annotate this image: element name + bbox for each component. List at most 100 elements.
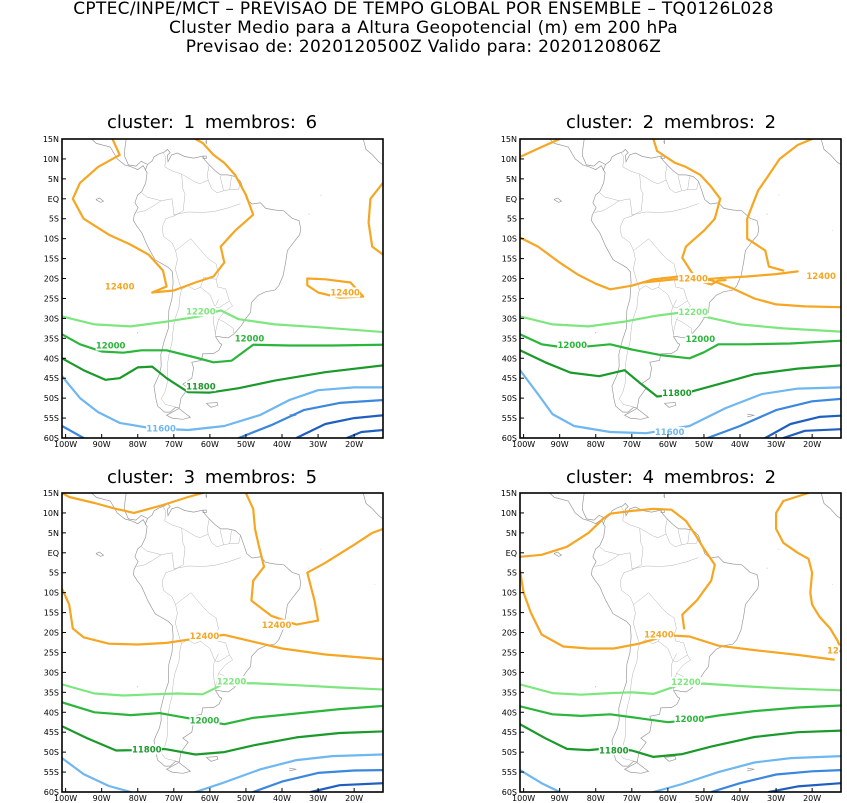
country-border	[229, 176, 232, 190]
lat-tick-label: 5N	[506, 175, 517, 184]
coastline-africa	[821, 139, 841, 166]
map-geography	[549, 139, 841, 420]
map-frame	[519, 138, 842, 439]
geopotential-contour	[62, 757, 132, 792]
country-border	[677, 175, 682, 191]
coastline-island	[747, 413, 755, 418]
country-border	[207, 180, 241, 194]
lat-tick-label: 5S	[49, 569, 59, 578]
lon-tick-label: 100W	[54, 794, 77, 803]
contour-label-background	[557, 339, 588, 350]
country-border	[658, 279, 688, 309]
contour-label: 12200	[678, 308, 708, 318]
lat-tick-label: 45S	[44, 728, 59, 737]
lat-tick-label: 50S	[44, 748, 59, 757]
coastline-central-america	[124, 139, 148, 167]
lat-tick-label: 45S	[44, 374, 59, 383]
river	[631, 557, 699, 569]
country-border	[687, 530, 690, 544]
coastline-central-america-pacific	[549, 139, 605, 171]
geopotential-contour	[764, 414, 841, 438]
coastline-island	[206, 402, 219, 408]
country-border	[677, 529, 682, 545]
lat-tick-label: 55S	[44, 414, 59, 423]
lon-tick-label: 80W	[129, 794, 147, 803]
lat-tick-label: 20S	[44, 275, 59, 284]
geopotential-contour	[710, 769, 841, 792]
panel-3-map: 12400 12400 12200 12000 11800 15N 10N 5N EQ 5S 10S…	[43, 489, 384, 803]
map-geography	[91, 493, 383, 774]
contour-label-background	[146, 423, 177, 434]
country-border	[181, 518, 210, 538]
lon-tick-label: 90W	[93, 794, 111, 803]
coastline-central-america	[582, 139, 606, 167]
contour-label-background	[826, 645, 841, 656]
panel-2-title: cluster: 2 membros: 2	[566, 112, 777, 133]
lon-tick-label: 70W	[165, 794, 183, 803]
contour-label-background	[131, 744, 162, 755]
coastline-central-america-pacific	[549, 493, 605, 525]
lon-tick-label: 70W	[165, 440, 183, 449]
country-border	[639, 518, 668, 538]
panel-1-title: cluster: 1 membros: 6	[107, 112, 318, 133]
river	[213, 653, 219, 690]
panel-3-title: cluster: 3 membros: 5	[107, 467, 318, 488]
lat-tick-label: 10N	[501, 155, 517, 164]
contour-label: 11600	[146, 425, 176, 435]
contour-label-background	[598, 745, 629, 756]
lat-tick-label: 5S	[49, 215, 59, 224]
lat-tick-label: 15N	[501, 489, 517, 498]
country-border	[658, 633, 688, 663]
country-border	[599, 506, 644, 571]
coastline-africa	[363, 139, 383, 166]
lat-tick-label: 40S	[44, 708, 59, 717]
coastline-island	[95, 197, 105, 203]
panel-2-map: 12400 12400 12200 12000 12000 11800 11600 15N 10…	[501, 135, 842, 449]
lat-tick-label: 15N	[43, 489, 59, 498]
lat-tick-label: 15S	[44, 609, 59, 618]
panel-4-title: cluster: 4 membros: 2	[566, 467, 777, 488]
lat-tick-label: 5S	[507, 569, 517, 578]
geopotential-contour	[520, 139, 561, 158]
header-forecast-dates: Previsao de: 2020120500Z Valido para: 20…	[185, 37, 662, 57]
contour-label-background	[654, 427, 685, 438]
contour-label: 12400	[105, 283, 135, 293]
contour-label: 12200	[671, 678, 701, 688]
lon-tick-label: 20W	[345, 440, 363, 449]
lat-tick-label: 30S	[44, 668, 59, 677]
map-frame	[61, 138, 384, 439]
lat-tick-label: 15S	[502, 609, 517, 618]
contour-label-background	[95, 340, 126, 351]
coastline-tierra-del-fuego	[165, 762, 192, 774]
lat-tick-label: 35S	[44, 334, 59, 343]
geopotential-contour	[62, 587, 383, 661]
panel-1-map: 12400 12400 12200 12000 12000 11800 11600 15N 10…	[43, 135, 384, 449]
country-border	[160, 289, 182, 408]
contour-label: 11800	[662, 389, 692, 399]
lat-tick-label: 50S	[502, 394, 517, 403]
contour-label-background	[670, 676, 701, 687]
contour-label-background	[674, 714, 705, 725]
lat-tick-label: 50S	[44, 394, 59, 403]
geopotential-contour	[652, 755, 841, 792]
coastline-central-america-pacific	[91, 493, 147, 525]
contour-label-background	[189, 715, 220, 726]
country-border	[665, 534, 699, 548]
geopotential-contour	[194, 753, 383, 792]
geopotential-contour	[520, 569, 835, 661]
country-border	[639, 164, 668, 184]
contour-label-background	[104, 281, 135, 292]
geopotential-contour	[62, 424, 85, 438]
lon-tick-label: 50W	[695, 440, 713, 449]
lon-tick-label: 60W	[659, 794, 677, 803]
lat-tick-label: 30S	[502, 314, 517, 323]
country-border	[620, 215, 677, 291]
coastline-caribbean-island	[205, 139, 207, 144]
lat-tick-label: 10S	[44, 589, 59, 598]
coastline-island	[553, 197, 563, 203]
lat-tick-label: 55S	[44, 768, 59, 777]
lat-tick-label: 10S	[502, 589, 517, 598]
lat-tick-label: 45S	[502, 374, 517, 383]
country-border	[665, 180, 699, 194]
geopotential-contour	[520, 769, 561, 792]
